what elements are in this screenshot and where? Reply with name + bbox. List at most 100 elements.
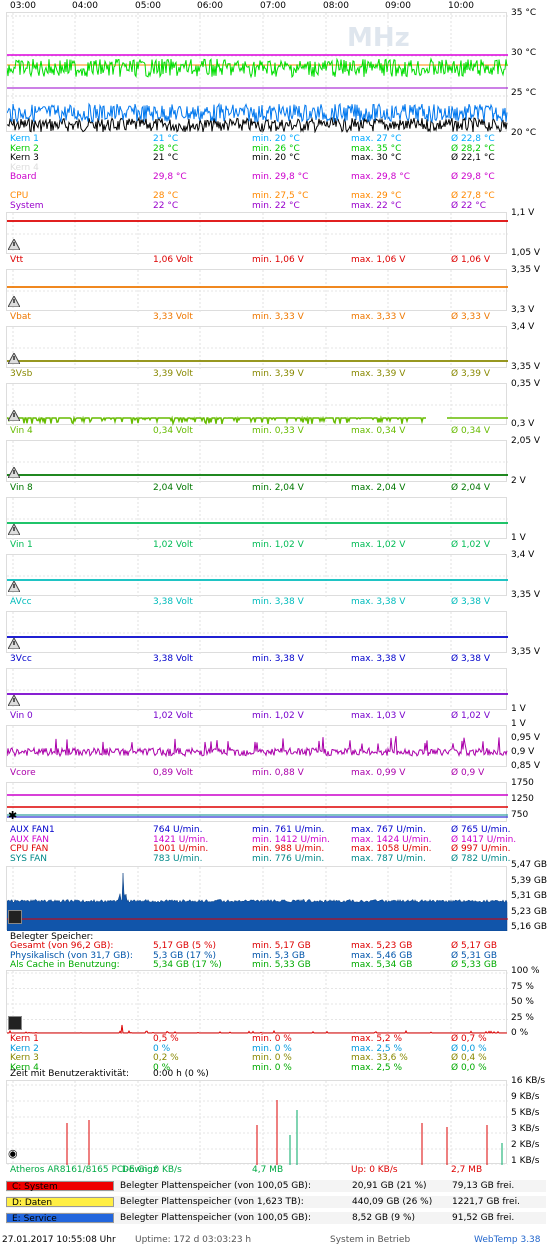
stat-max: max. 29 °C: [351, 191, 402, 201]
time-tick: 04:00: [72, 1, 98, 11]
drive-free: 1221,7 GB frei.: [452, 1197, 520, 1207]
stat-max: max. 5,2 %: [351, 1034, 403, 1044]
stat-row: 3Vsb 3,39 Volt min. 3,39 V max. 3,39 V Ø 3,3…: [10, 369, 510, 379]
warning-icon: [8, 581, 20, 592]
network-up: Up: 0 KB/s: [351, 1165, 398, 1175]
voltage-axis-bottom: 3,35 V: [511, 590, 541, 600]
cpu-axis-label: 25 %: [511, 1012, 534, 1023]
stat-name: CPU: [10, 191, 29, 201]
stat-avg: Ø 22,1 °C: [451, 153, 495, 163]
voltage-axis-bottom: 1 V: [511, 533, 526, 543]
voltage-axis-bottom: 0,3 V: [511, 419, 535, 429]
drive-free: 91,52 GB frei.: [452, 1213, 515, 1223]
warning-icon: [8, 410, 20, 421]
stat-name: System: [10, 200, 44, 211]
stat-avg: Ø 5,31 GB: [451, 950, 497, 961]
stat-max: max. 2,5 %: [351, 1043, 403, 1054]
stat-cur: 0,89 Volt: [153, 768, 193, 778]
vcore-axis-label: 0,95 V: [511, 733, 541, 743]
stat-row: Kern 3 21 °C min. 20 °C max. 30 °C Ø 22,1 °C: [10, 153, 510, 163]
fan-axis-label: 1250: [511, 794, 534, 804]
drive-row: C: System Belegter Plattenspeicher (von 1…: [6, 1180, 546, 1192]
stat-min: min. 0 %: [252, 1053, 292, 1063]
stat-avg: Ø 3,38 V: [451, 654, 491, 664]
stat-max: max. 33,6 %: [351, 1053, 408, 1063]
stat-min: min. 5,17 GB: [252, 941, 311, 951]
stat-row: Board 29,8 °C min. 29,8 °C max. 29,8 °C Ø 29…: [10, 172, 510, 182]
memory-chart: [6, 866, 508, 931]
voltage-chart-3vsb: [6, 326, 508, 369]
stat-max: max. 3,38 V: [351, 654, 406, 664]
drive-letter: C: System: [6, 1181, 114, 1192]
stat-avg: Ø 1417 U/min.: [451, 834, 517, 845]
vcore-chart: [6, 725, 508, 768]
cpu-axis-label: 0 %: [511, 1028, 529, 1038]
stat-cur: 3,38 Volt: [153, 654, 193, 664]
stat-row: 3Vcc 3,38 Volt min. 3,38 V max. 3,38 V Ø 3,3…: [10, 654, 510, 664]
stat-name: Vbat: [10, 312, 31, 322]
stat-avg: Ø 22 °C: [451, 200, 487, 211]
stat-row: Vin 4 0,34 Volt min. 0,33 V max. 0,34 V Ø 0,…: [10, 426, 510, 436]
stat-max: max. 2,5 %: [351, 1062, 403, 1073]
stat-name: Vtt: [10, 255, 24, 265]
network-antenna-icon: ◉: [8, 1147, 18, 1160]
stat-name: 3Vcc: [10, 654, 32, 664]
stat-avg: Ø 1,02 V: [451, 540, 491, 550]
stat-min: min. 5,33 GB: [252, 960, 311, 970]
stat-row: CPU FAN 1001 U/min. min. 988 U/min. max. 10…: [10, 844, 510, 854]
stat-cur: 1001 U/min.: [153, 844, 209, 854]
stat-min: min. 1,02 V: [252, 711, 304, 721]
network-axis-label: 9 KB/s: [511, 1092, 540, 1102]
stat-name: Als Cache in Benutzung:: [10, 960, 120, 970]
warning-icon: [8, 353, 20, 364]
stat-name: Kern 3: [10, 153, 39, 163]
network-axis-label: 5 KB/s: [511, 1108, 540, 1118]
user-activity-value: 0:00 h (0 %): [153, 1069, 209, 1079]
stat-min: min. 3,38 V: [252, 597, 304, 607]
memory-axis-label: 5,47 GB: [511, 860, 548, 870]
temp-axis-label: 25 °C: [511, 88, 537, 98]
stat-name: AVcc: [10, 597, 32, 607]
stat-max: max. 5,23 GB: [351, 941, 413, 951]
voltage-chart-vbat: [6, 269, 508, 312]
stat-avg: Ø 0,0 %: [451, 1043, 487, 1054]
stat-cur: 1421 U/min.: [153, 834, 209, 845]
stat-min: min. 3,38 V: [252, 654, 304, 664]
stat-row: Vin 1 1,02 Volt min. 1,02 V max. 1,02 V Ø 1,…: [10, 540, 510, 550]
cpu-axis-label: 75 %: [511, 981, 534, 992]
stat-max: max. 767 U/min.: [351, 825, 426, 835]
stat-min: min. 26 °C: [252, 143, 300, 154]
memory-chip-icon: [8, 910, 22, 924]
stat-max: max. 1,03 V: [351, 711, 406, 721]
stat-max: max. 29,8 °C: [351, 172, 411, 182]
stat-cur: 1,06 Volt: [153, 255, 193, 265]
warning-icon: [8, 239, 20, 250]
voltage-chart-vin-1: [6, 497, 508, 540]
stat-row: Vin 0 1,02 Volt min. 1,02 V max. 1,03 V Ø 1,…: [10, 711, 510, 721]
stat-max: max. 1058 U/min.: [351, 844, 432, 854]
drive-used: 20,91 GB (21 %): [352, 1181, 427, 1191]
stat-avg: Ø 1,02 V: [451, 711, 491, 721]
time-tick: 03:00: [10, 1, 36, 11]
stat-min: min. 988 U/min.: [252, 844, 325, 854]
voltage-axis-bottom: 2 V: [511, 476, 526, 486]
stat-cur: 783 U/min.: [153, 853, 203, 864]
stat-min: min. 5,3 GB: [252, 950, 306, 961]
time-axis: 03:00 04:00 05:00 06:00 07:00 08:00 09:00 10:00: [0, 0, 550, 14]
stat-cur: 2,04 Volt: [153, 483, 193, 493]
stat-cur: 0,34 Volt: [153, 426, 193, 436]
vcore-axis-label: 0,85 V: [511, 761, 541, 771]
stat-min: min. 1,06 V: [252, 255, 304, 265]
stat-cur: 0 %: [153, 1062, 171, 1073]
stat-avg: Ø 0,0 %: [451, 1062, 487, 1073]
stat-cur: 764 U/min.: [153, 825, 203, 835]
app-version-link[interactable]: WebTemp 3.38: [474, 1235, 541, 1245]
stat-cur: 3,38 Volt: [153, 597, 193, 607]
stat-min: min. 0,33 V: [252, 426, 304, 436]
stat-min: min. 22 °C: [252, 200, 300, 211]
stat-avg: Ø 3,38 V: [451, 597, 491, 607]
stat-row: CPU 28 °C min. 27,5 °C max. 29 °C Ø 27,8 °C: [10, 191, 510, 201]
voltage-axis-top: 2,05 V: [511, 436, 541, 446]
stat-avg: Ø 22,8 °C: [451, 134, 495, 144]
network-adapter: Atheros AR8161/8165 PCI-E Gigz: [10, 1165, 158, 1175]
